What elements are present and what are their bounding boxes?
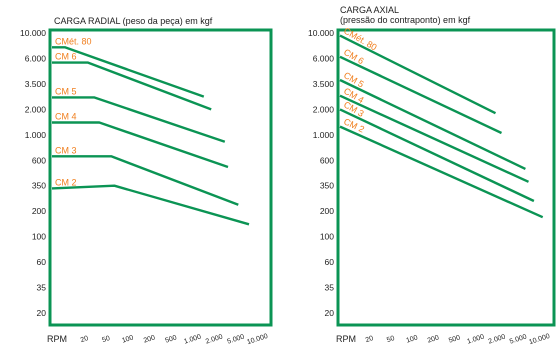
y-tick-label: 10.000 bbox=[308, 28, 334, 38]
x-tick-label: 500 bbox=[448, 334, 461, 344]
y-tick-label: 60 bbox=[325, 257, 335, 267]
series-label: CM 3 bbox=[55, 145, 77, 155]
y-tick-label: 2.000 bbox=[313, 104, 335, 114]
radial-series: CMét. 80 CM 6 CM 5 CM 4 CM 3 CM 2 bbox=[51, 36, 250, 226]
x-tick-label: 100 bbox=[405, 334, 418, 344]
x-tick-label: 50 bbox=[386, 335, 396, 344]
series-line bbox=[339, 34, 497, 115]
y-tick-label: 1.000 bbox=[313, 130, 335, 140]
axial-y-ticks: 10.000 6.000 3.500 2.000 1.000 600 350 200 100 60… bbox=[308, 28, 334, 318]
axial-chart-frame bbox=[336, 28, 556, 327]
x-tick-label: 5.000 bbox=[226, 334, 245, 346]
x-tick-label: 500 bbox=[164, 334, 177, 344]
x-tick-label: 50 bbox=[101, 335, 111, 344]
y-tick-label: 3.500 bbox=[313, 79, 335, 89]
radial-load-chart: CARGA RADIAL (peso da peça) em kgf 10.00… bbox=[20, 16, 273, 346]
x-tick-label: 200 bbox=[427, 334, 440, 344]
y-tick-label: 350 bbox=[32, 181, 46, 191]
y-tick-label: 35 bbox=[325, 283, 335, 293]
y-tick-label: 60 bbox=[37, 257, 47, 267]
y-tick-label: 20 bbox=[325, 308, 335, 318]
series-line bbox=[52, 121, 229, 169]
series-label: CM 5 bbox=[55, 86, 77, 96]
x-tick-label: 200 bbox=[143, 334, 156, 344]
x-tick-label: 5.000 bbox=[509, 334, 528, 346]
series-label: CM 4 bbox=[55, 111, 77, 121]
radial-y-ticks: 10.000 6.000 3.500 2.000 1.000 600 350 200 100 60… bbox=[20, 28, 46, 318]
y-tick-label: 200 bbox=[32, 206, 46, 216]
series-line bbox=[339, 125, 544, 219]
series-line bbox=[339, 94, 529, 183]
axial-load-chart: CARGA AXIAL (pressão do contraponto) em … bbox=[308, 5, 556, 346]
y-tick-label: 600 bbox=[32, 155, 46, 165]
y-tick-label: 6.000 bbox=[313, 53, 335, 63]
x-tick-label: 1.000 bbox=[183, 334, 202, 346]
x-tick-label: 10.000 bbox=[246, 333, 269, 346]
y-tick-label: 35 bbox=[37, 283, 47, 293]
series-line bbox=[52, 155, 239, 206]
axial-x-axis-title: RPM bbox=[336, 334, 356, 344]
y-tick-label: 10.000 bbox=[20, 28, 46, 38]
y-tick-label: 2.000 bbox=[25, 104, 47, 114]
series-line bbox=[52, 46, 205, 98]
series-label: CM 6 bbox=[55, 52, 77, 62]
radial-chart-title: CARGA RADIAL (peso da peça) em kgf bbox=[54, 16, 213, 26]
x-tick-label: 100 bbox=[121, 334, 134, 344]
x-tick-label: 20 bbox=[365, 335, 375, 344]
series-line bbox=[52, 96, 226, 143]
axial-chart-title: CARGA AXIAL bbox=[340, 5, 399, 15]
x-tick-label: 2.000 bbox=[205, 334, 224, 346]
y-tick-label: 6.000 bbox=[25, 53, 47, 63]
series-label: CM 2 bbox=[55, 177, 77, 187]
y-tick-label: 350 bbox=[320, 181, 334, 191]
x-tick-label: 1.000 bbox=[466, 334, 485, 346]
y-tick-label: 3.500 bbox=[25, 79, 47, 89]
x-tick-label: 2.000 bbox=[488, 334, 507, 346]
series-line bbox=[339, 55, 503, 135]
y-tick-label: 20 bbox=[37, 308, 47, 318]
y-tick-label: 600 bbox=[320, 155, 334, 165]
series-line bbox=[51, 184, 250, 226]
series-label: CMét. 80 bbox=[55, 36, 92, 46]
radial-x-ticks: 20 50 100 200 500 1.000 2.000 5.000 10.000 bbox=[80, 333, 269, 346]
axial-x-ticks: 20 50 100 200 500 1.000 2.000 5.000 10.000 bbox=[365, 333, 551, 346]
y-tick-label: 200 bbox=[320, 206, 334, 216]
x-tick-label: 10.000 bbox=[528, 333, 551, 346]
y-tick-label: 100 bbox=[320, 232, 334, 242]
series-line bbox=[339, 108, 535, 203]
series-line bbox=[52, 61, 212, 111]
radial-x-axis-title: RPM bbox=[47, 334, 67, 344]
axial-chart-subtitle: (pressão do contraponto) em kgf bbox=[340, 15, 471, 25]
y-tick-label: 1.000 bbox=[25, 130, 47, 140]
x-tick-label: 20 bbox=[80, 335, 90, 344]
y-tick-label: 100 bbox=[32, 232, 46, 242]
series-line bbox=[339, 78, 526, 170]
radial-chart-frame bbox=[48, 28, 273, 327]
